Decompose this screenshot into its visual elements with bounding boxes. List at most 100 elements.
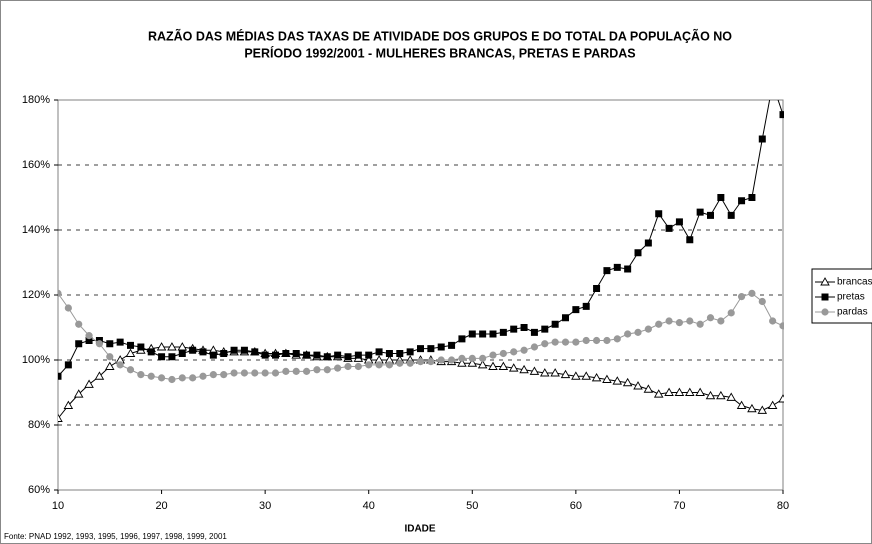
marker: [727, 211, 735, 219]
marker: [85, 337, 93, 344]
marker: [622, 377, 633, 387]
marker: [489, 351, 497, 359]
marker: [707, 211, 714, 219]
marker: [106, 353, 114, 361]
marker: [271, 369, 280, 377]
marker: [634, 249, 642, 257]
marker: [158, 353, 166, 361]
marker: [261, 351, 269, 359]
marker: [779, 111, 784, 119]
marker: [738, 197, 746, 205]
marker: [313, 366, 321, 374]
marker: [717, 194, 725, 201]
source-note: Fonte: PNAD 1992, 1993, 1995, 1996, 1997…: [4, 532, 227, 541]
marker: [365, 351, 373, 359]
marker: [58, 289, 62, 297]
marker: [550, 368, 560, 377]
marker: [624, 265, 632, 273]
marker: [560, 369, 571, 379]
marker: [477, 359, 488, 369]
marker: [582, 302, 590, 310]
marker: [468, 354, 476, 362]
marker: [644, 325, 652, 333]
marker: [334, 351, 342, 359]
legend-marker: [821, 308, 829, 316]
marker: [705, 390, 716, 400]
marker: [230, 346, 238, 354]
marker: [581, 371, 591, 380]
marker: [540, 368, 550, 377]
marker: [686, 317, 694, 325]
y-tick-label: 160%: [22, 159, 50, 171]
marker: [458, 354, 466, 362]
marker: [178, 374, 186, 382]
y-tick-label: 140%: [22, 224, 50, 236]
marker: [479, 330, 487, 338]
marker: [695, 387, 705, 396]
marker: [251, 348, 259, 356]
marker: [220, 350, 228, 357]
marker: [612, 376, 623, 385]
marker: [591, 372, 602, 382]
marker: [168, 375, 176, 384]
marker: [416, 358, 425, 366]
marker: [427, 345, 435, 353]
x-tick-label: 10: [52, 500, 64, 512]
marker: [116, 338, 124, 346]
marker: [520, 346, 528, 354]
marker: [292, 367, 300, 375]
marker: [726, 392, 736, 401]
marker: [167, 342, 177, 351]
marker: [593, 285, 601, 292]
marker: [127, 341, 134, 349]
marker: [665, 317, 673, 325]
marker: [529, 366, 540, 375]
marker: [510, 325, 518, 333]
marker: [385, 361, 394, 369]
marker: [541, 340, 549, 348]
marker: [157, 374, 166, 382]
marker: [84, 379, 94, 388]
marker: [643, 384, 654, 393]
marker: [199, 348, 207, 356]
plot-series: [58, 100, 784, 422]
marker: [674, 387, 685, 396]
marker: [189, 374, 197, 382]
marker: [292, 350, 300, 357]
y-tick-label: 60%: [28, 484, 50, 496]
marker: [220, 371, 228, 379]
marker: [561, 338, 570, 346]
marker: [209, 351, 217, 359]
marker: [479, 354, 487, 362]
marker: [189, 346, 197, 354]
marker: [437, 343, 445, 351]
marker: [603, 267, 611, 275]
marker: [736, 400, 747, 409]
marker: [664, 387, 674, 396]
marker: [748, 194, 756, 201]
marker: [437, 356, 445, 364]
marker: [624, 330, 632, 338]
marker: [125, 348, 136, 357]
x-tick-label: 70: [673, 500, 685, 512]
marker: [406, 359, 414, 367]
marker: [427, 358, 435, 366]
x-tick-label: 60: [570, 500, 582, 512]
marker: [644, 239, 652, 247]
marker: [717, 317, 725, 325]
marker: [633, 381, 643, 390]
marker: [168, 353, 176, 361]
marker: [95, 340, 104, 348]
marker: [147, 372, 155, 380]
marker: [261, 369, 269, 377]
marker: [499, 328, 507, 336]
marker: [199, 372, 207, 380]
marker: [396, 359, 404, 367]
legend-marker: [820, 277, 830, 286]
marker: [147, 348, 155, 356]
marker: [571, 371, 581, 380]
marker: [603, 336, 611, 345]
y-tick-label: 80%: [28, 419, 50, 431]
y-tick-label: 120%: [22, 289, 50, 301]
